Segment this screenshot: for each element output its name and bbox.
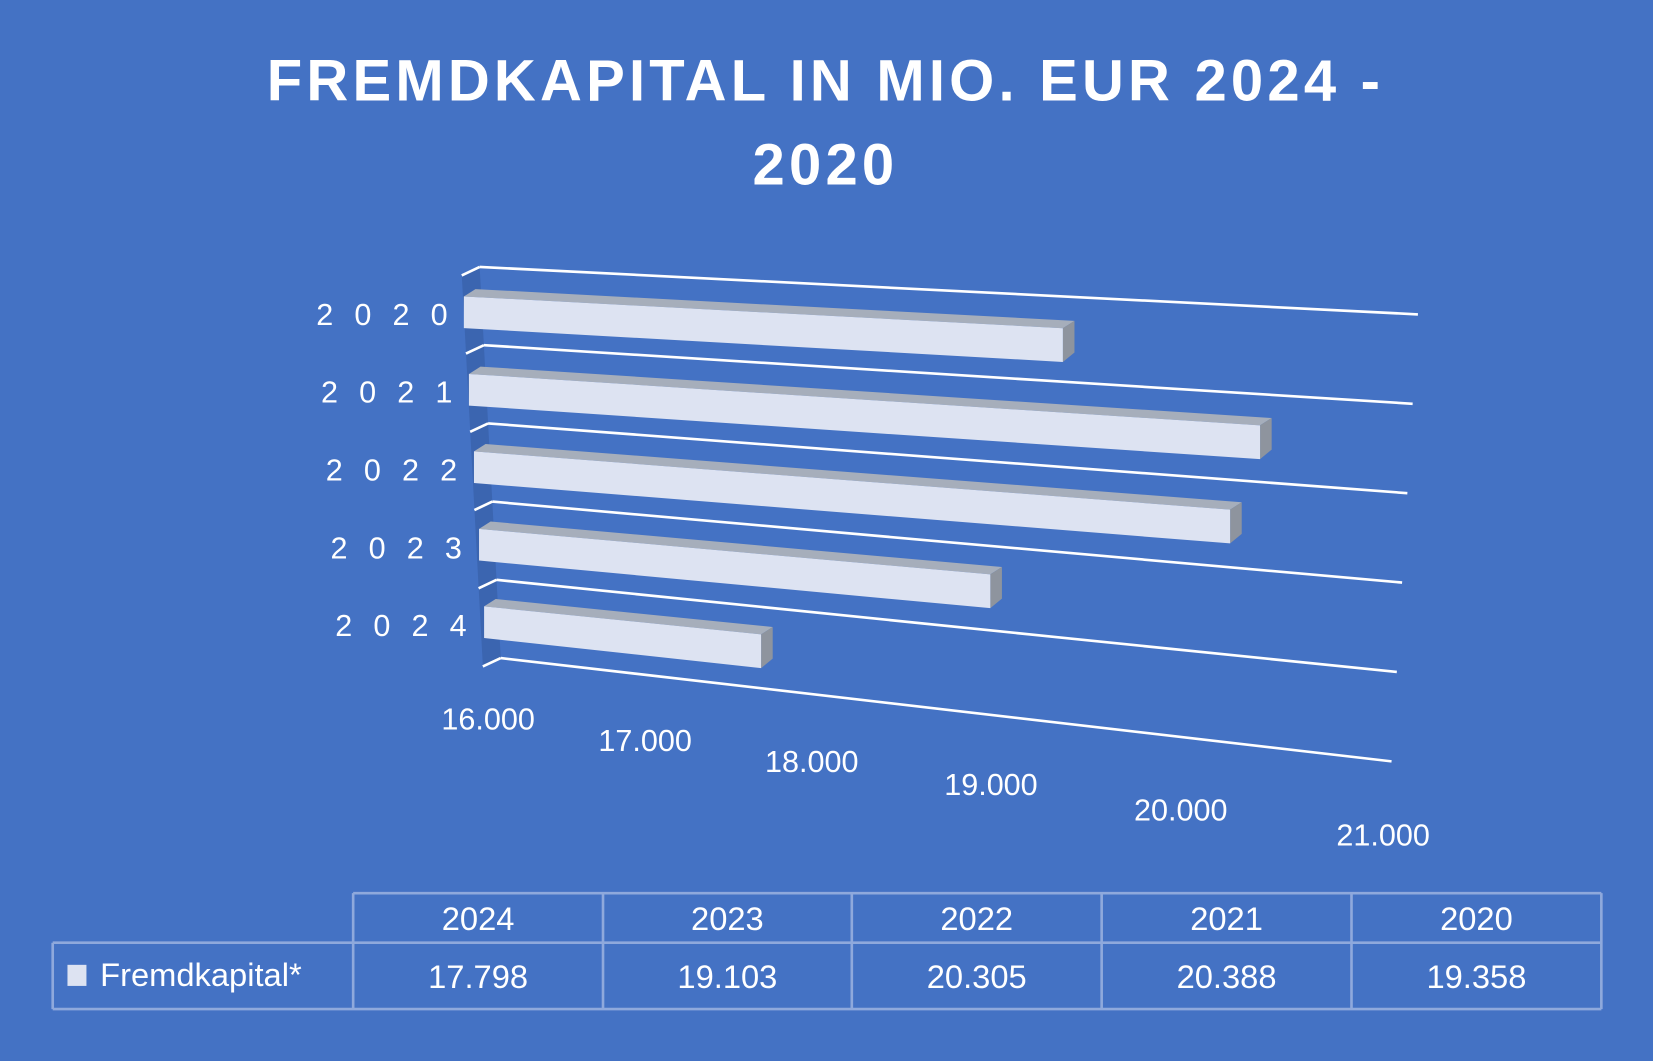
bar-top-face [463, 289, 1075, 329]
bar-end-face [1230, 502, 1242, 544]
gridline-tick [469, 422, 489, 434]
gridline-tick [465, 343, 485, 355]
table-value-cell: 19.103 [677, 958, 777, 995]
table-value-cell: 17.798 [428, 958, 528, 995]
bar-top-face [484, 599, 773, 635]
chart-title-line-1: FREMDKAPITAL IN MIO. EUR 2024 - [267, 49, 1384, 113]
category-label: 2 0 2 3 [330, 531, 468, 565]
bar-end-face [990, 567, 1002, 609]
category-label: 2 0 2 1 [321, 376, 459, 410]
bar-2023 [479, 521, 1002, 609]
bar-front-face [484, 606, 762, 669]
legend-swatch [67, 964, 87, 986]
category-label: 2 0 2 2 [326, 454, 464, 488]
gridline [479, 265, 1418, 316]
bar-front-face [479, 528, 991, 609]
x-tick-label: 19.000 [944, 768, 1037, 802]
table-header-cell: 2022 [940, 900, 1013, 937]
bar-top-face [473, 444, 1242, 510]
bar-2020 [463, 289, 1075, 362]
table-row-label: Fremdkapital* [100, 956, 302, 993]
table-header-cell: 2021 [1190, 900, 1263, 937]
bar-top-face [479, 521, 1002, 575]
chart-title-line-2: 2020 [753, 134, 899, 198]
category-label: 2 0 2 4 [335, 609, 473, 643]
bar-end-face [1260, 417, 1272, 460]
x-tick-label: 20.000 [1134, 793, 1227, 827]
table-value-cell: 20.305 [927, 958, 1027, 995]
bar-2022 [473, 444, 1242, 544]
bar-end-face [761, 627, 773, 669]
table-value-cell: 19.358 [1426, 958, 1526, 995]
bar-2021 [468, 366, 1272, 460]
gridline-tick [473, 500, 493, 512]
gridline [487, 422, 1408, 495]
table-value-cell: 20.388 [1177, 958, 1277, 995]
bar-top-face [468, 366, 1272, 426]
bar-front-face [468, 373, 1261, 460]
plot-area: 2 0 2 0 2 0 2 1 2 0 2 2 2 0 2 3 2 0 2 4 16.00… [316, 265, 1430, 853]
gridline [492, 500, 1403, 584]
table-header-cell: 2020 [1440, 900, 1513, 937]
x-tick-label: 17.000 [598, 724, 691, 758]
gridline [500, 656, 1392, 763]
data-table: 2024 17.798 2023 19.103 2022 20.305 2021 20.388… [51, 891, 1603, 1011]
table-header-cell: 2023 [691, 900, 764, 937]
x-tick-label: 18.000 [765, 745, 858, 779]
table-header-cell: 2024 [442, 900, 515, 937]
bar-front-face [463, 296, 1063, 362]
gridline-tick [482, 656, 502, 668]
x-tick-label: 21.000 [1336, 819, 1429, 853]
bar-2024 [484, 599, 773, 669]
gridline-tick [461, 265, 481, 277]
gridline-tick [478, 578, 498, 590]
category-label: 2 0 2 0 [316, 298, 454, 332]
bar-front-face [473, 451, 1231, 544]
x-tick-label: 16.000 [441, 703, 534, 737]
gridline [483, 343, 1413, 406]
gridline [496, 578, 1397, 674]
bar-end-face [1062, 320, 1075, 362]
